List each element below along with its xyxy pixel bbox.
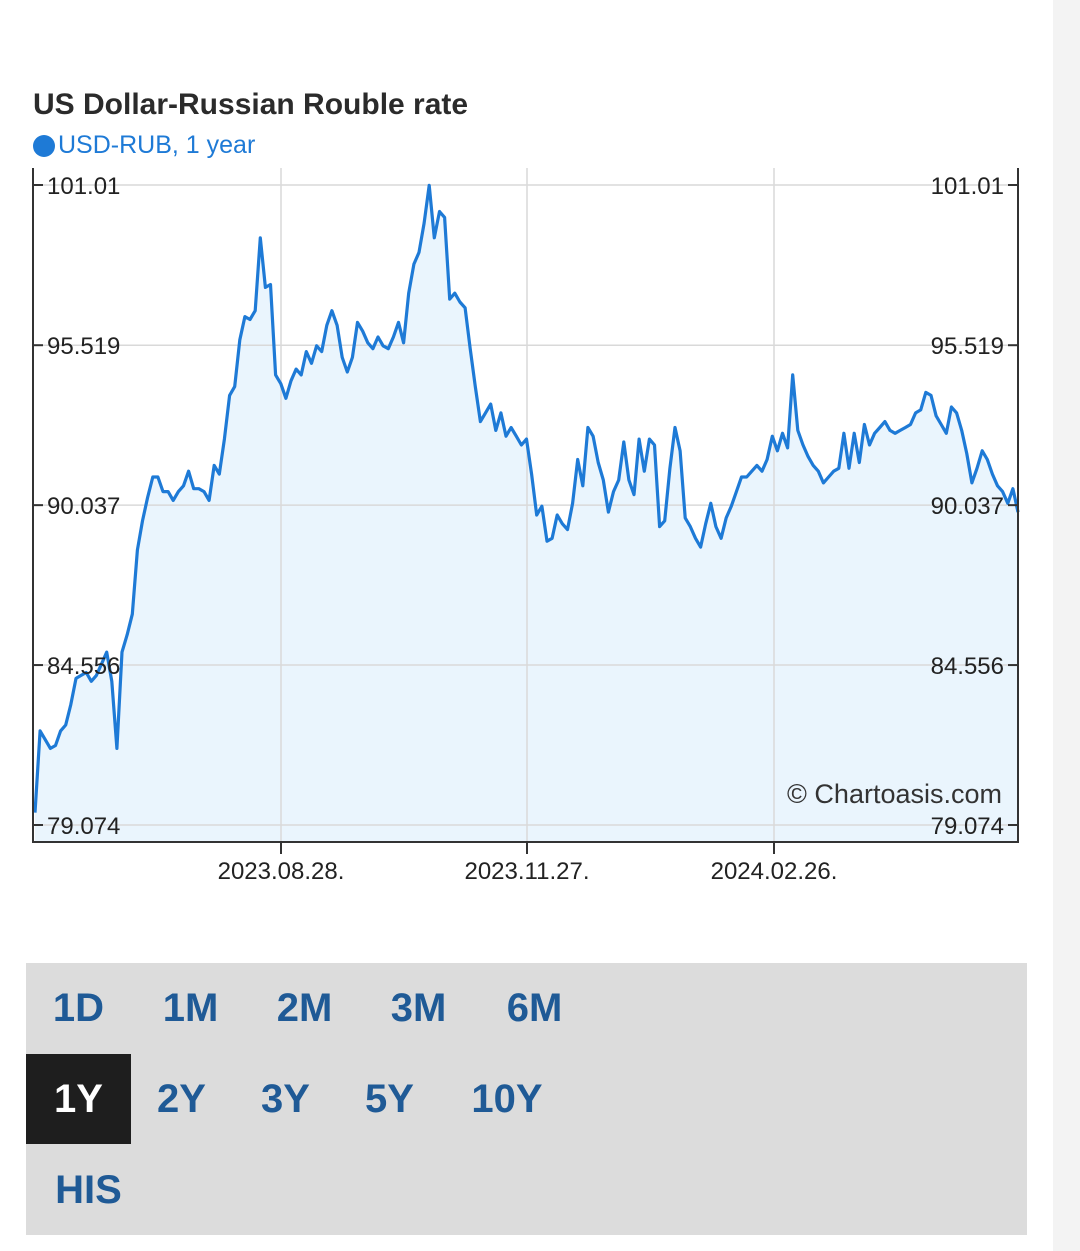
y-tick-label-left: 95.519	[47, 333, 120, 360]
range-button-2m[interactable]: 2M	[276, 985, 333, 1030]
legend: USD-RUB, 1 year	[33, 131, 255, 160]
legend-dot-icon	[33, 134, 55, 157]
legend-label: USD-RUB, 1 year	[58, 131, 256, 159]
y-tick-label-left: 79.074	[47, 813, 120, 840]
range-button-3y[interactable]: 3Y	[261, 1076, 310, 1121]
chart-title: US Dollar-Russian Rouble rate	[33, 88, 469, 121]
range-button-1m[interactable]: 1M	[162, 985, 219, 1030]
range-button-2y[interactable]: 2Y	[157, 1076, 206, 1121]
watermark: © Chartoasis.com	[787, 779, 1002, 809]
x-tick-label: 2023.08.28.	[218, 858, 345, 885]
y-tick-label-left: 101.01	[47, 173, 120, 200]
y-tick-label-right: 101.01	[931, 173, 1004, 200]
rate-chart: 101.01 101.01 95.519 95.519 90.037 90.037 84.5…	[32, 168, 1020, 885]
x-tick-label: 2024.02.26.	[711, 858, 838, 885]
range-button-6m[interactable]: 6M	[506, 985, 563, 1030]
y-tick-label-right: 79.074	[931, 813, 1004, 840]
y-tick-label-right: 84.556	[931, 653, 1004, 680]
series-line-usd-rub	[33, 183, 1020, 813]
x-tick-label: 2023.11.27.	[464, 858, 589, 885]
range-button-1d[interactable]: 1D	[52, 985, 105, 1030]
side-strip	[1053, 0, 1080, 1251]
range-button-3m[interactable]: 3M	[390, 985, 447, 1030]
range-button-1y[interactable]: 1Y	[26, 1054, 131, 1144]
range-selector: 1D 1M 2M 3M 6M 1Y 2Y 3Y 5Y 10Y HIS	[26, 963, 1027, 1235]
range-button-10y[interactable]: 10Y	[471, 1076, 543, 1121]
y-tick-label-left: 90.037	[47, 493, 120, 520]
range-button-5y[interactable]: 5Y	[365, 1076, 414, 1121]
y-tick-label-right: 95.519	[931, 333, 1004, 360]
y-tick-label-left: 84.556	[47, 653, 120, 680]
y-tick-label-right: 90.037	[931, 493, 1004, 520]
range-button-his[interactable]: HIS	[55, 1167, 122, 1212]
